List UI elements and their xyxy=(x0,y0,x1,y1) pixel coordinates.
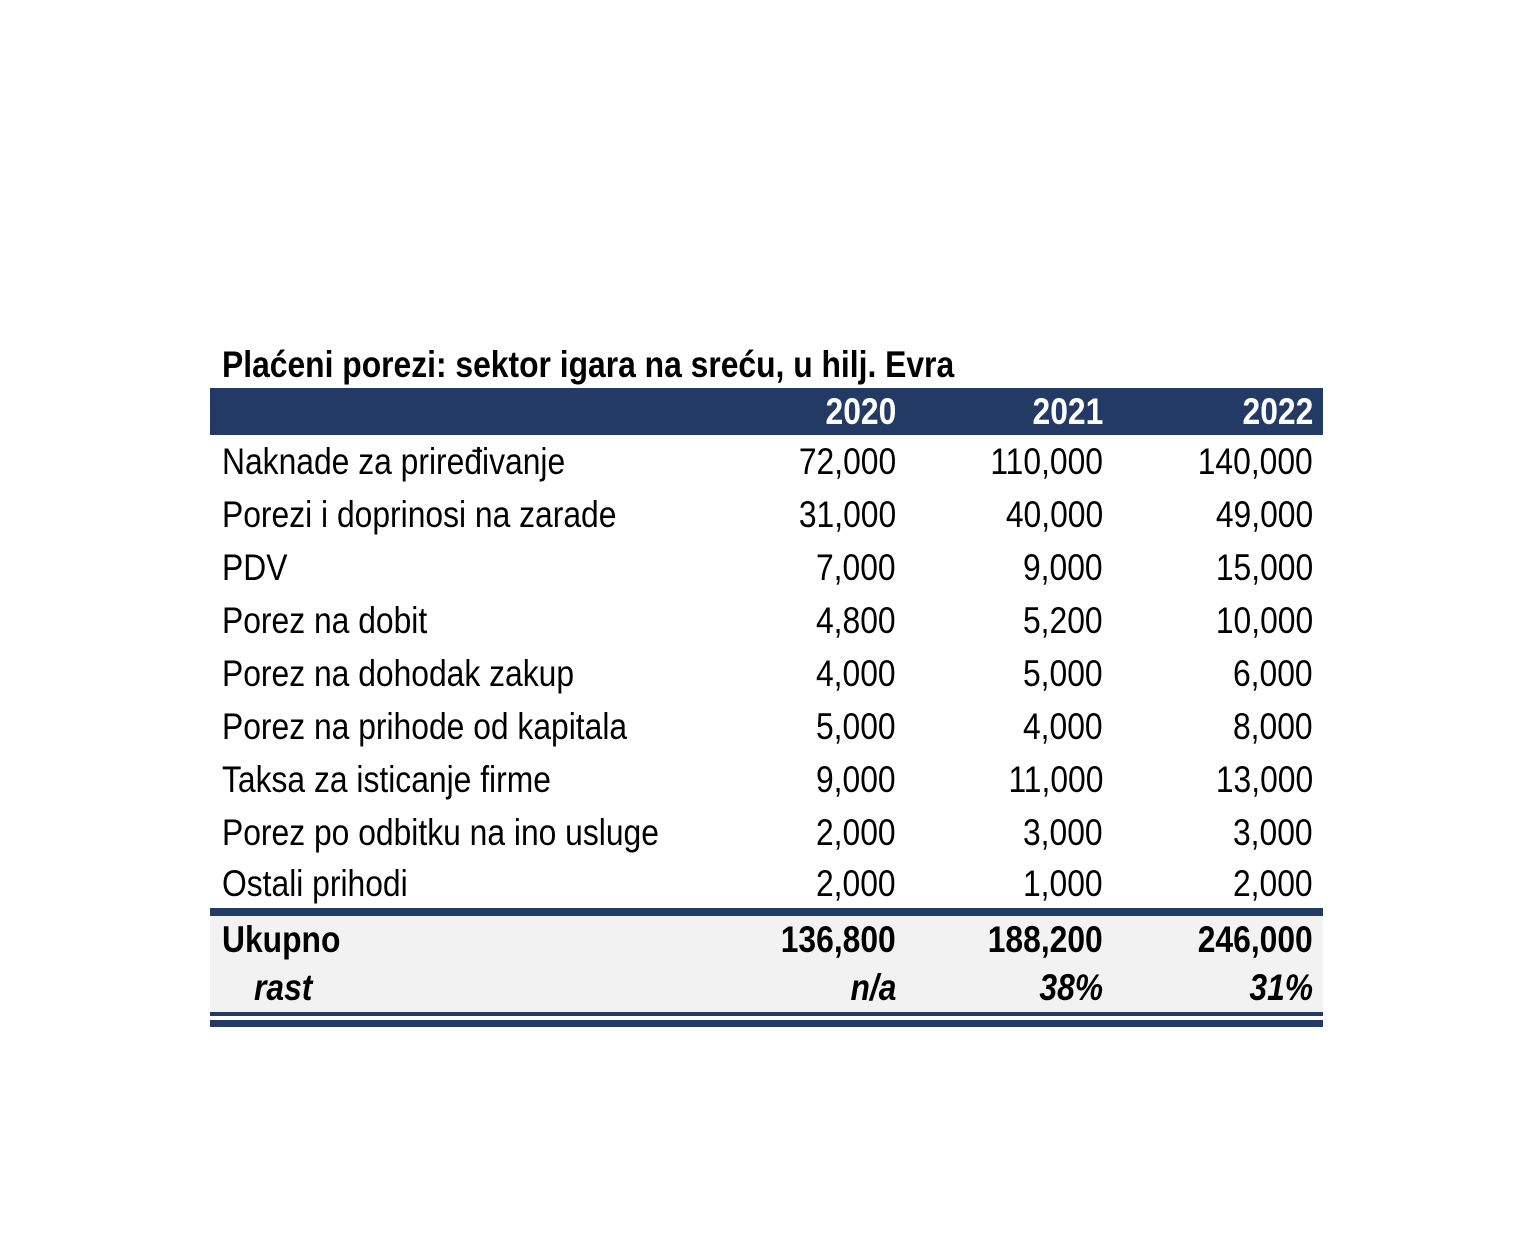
table-title: Plaćeni porezi: sektor igara na sreću, u… xyxy=(210,342,1323,388)
total-value: 246,000 xyxy=(1113,908,1323,963)
growth-value: n/a xyxy=(699,963,906,1016)
row-value: 40,000 xyxy=(1005,493,1103,535)
table-row: Porezi i doprinosi na zarade 31,000 40,0… xyxy=(210,488,1323,541)
row-value: 7,000 xyxy=(816,546,896,588)
tax-table: 2020 2021 2022 Naknade za priređivanje 7… xyxy=(210,388,1323,1016)
table-row: Taksa za isticanje firme 9,000 11,000 13… xyxy=(210,753,1323,806)
row-value: 140,000 xyxy=(1197,440,1313,482)
row-value: 3,000 xyxy=(1023,811,1103,853)
row-value: 2,000 xyxy=(1233,862,1313,904)
row-value: 9,000 xyxy=(1023,546,1103,588)
row-label: Porez na dobit xyxy=(222,599,428,641)
row-label: Naknade za priređivanje xyxy=(222,440,566,482)
row-value: 8,000 xyxy=(1233,705,1313,747)
growth-label: rast xyxy=(210,963,699,1016)
row-value: 4,000 xyxy=(1023,705,1103,747)
column-header-empty xyxy=(210,388,699,435)
growth-value: 31% xyxy=(1113,963,1323,1016)
row-value: 13,000 xyxy=(1215,758,1313,800)
row-value: 110,000 xyxy=(990,440,1103,482)
total-label: Ukupno xyxy=(210,908,699,963)
total-value: 188,200 xyxy=(906,908,1113,963)
row-value: 2,000 xyxy=(816,811,896,853)
row-label: Porez na dohodak zakup xyxy=(222,652,575,694)
column-header-2022: 2022 xyxy=(1113,388,1323,435)
row-label: Porezi i doprinosi na zarade xyxy=(222,493,617,535)
growth-row: rast n/a 38% 31% xyxy=(210,963,1323,1016)
row-value: 4,000 xyxy=(816,652,896,694)
column-header-2021: 2021 xyxy=(906,388,1113,435)
growth-value: 38% xyxy=(906,963,1113,1016)
table-title-text: Plaćeni porezi: sektor igara na sreću, u… xyxy=(222,344,955,385)
total-row: Ukupno 136,800 188,200 246,000 xyxy=(210,908,1323,963)
table-header-row: 2020 2021 2022 xyxy=(210,388,1323,435)
row-value: 49,000 xyxy=(1215,493,1313,535)
table-row: PDV 7,000 9,000 15,000 xyxy=(210,541,1323,594)
row-value: 31,000 xyxy=(798,493,896,535)
bottom-double-border xyxy=(210,1020,1323,1027)
row-value: 5,000 xyxy=(1023,652,1103,694)
row-value: 6,000 xyxy=(1233,652,1313,694)
table-row: Porez na dohodak zakup 4,000 5,000 6,000 xyxy=(210,647,1323,700)
table-row: Porez na dobit 4,800 5,200 10,000 xyxy=(210,594,1323,647)
table-row: Porez po odbitku na ino usluge 2,000 3,0… xyxy=(210,806,1323,859)
row-label: Ostali prihodi xyxy=(222,862,408,904)
column-header-2020: 2020 xyxy=(699,388,906,435)
row-value: 15,000 xyxy=(1215,546,1313,588)
row-label: Taksa za isticanje firme xyxy=(222,758,551,800)
row-value: 72,000 xyxy=(798,440,896,482)
row-value: 10,000 xyxy=(1215,599,1313,641)
row-value: 5,000 xyxy=(816,705,896,747)
row-value: 9,000 xyxy=(816,758,896,800)
row-value: 2,000 xyxy=(816,862,896,904)
row-value: 1,000 xyxy=(1023,862,1103,904)
row-label: Porez na prihode od kapitala xyxy=(222,705,628,747)
tax-table-sheet: Plaćeni porezi: sektor igara na sreću, u… xyxy=(210,342,1323,1027)
row-value: 3,000 xyxy=(1233,811,1313,853)
table-row: Ostali prihodi 2,000 1,000 2,000 xyxy=(210,859,1323,912)
row-value: 4,800 xyxy=(816,599,896,641)
row-label: Porez po odbitku na ino usluge xyxy=(222,811,659,853)
table-row: Naknade za priređivanje 72,000 110,000 1… xyxy=(210,435,1323,488)
total-value: 136,800 xyxy=(699,908,906,963)
row-label: PDV xyxy=(222,546,288,588)
row-value: 11,000 xyxy=(1008,758,1103,800)
table-row: Porez na prihode od kapitala 5,000 4,000… xyxy=(210,700,1323,753)
row-value: 5,200 xyxy=(1023,599,1103,641)
